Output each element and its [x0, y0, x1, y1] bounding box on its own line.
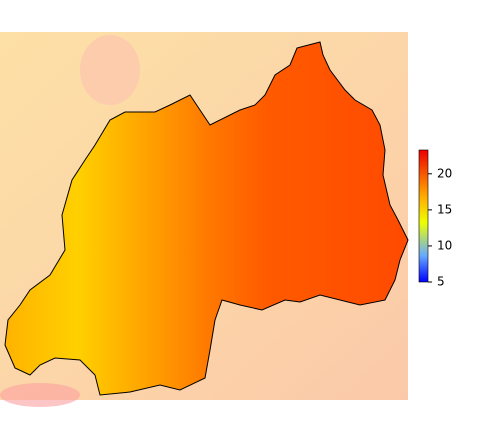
- tick-label: 15: [437, 202, 452, 216]
- raster-patch: [0, 383, 80, 407]
- tick-label: 5: [437, 275, 445, 289]
- raster-patch: [80, 35, 140, 105]
- tick-label: 20: [437, 166, 452, 180]
- color-legend: 5 10 15 20: [418, 149, 452, 289]
- color-bar: [418, 149, 429, 283]
- tick-label: 10: [437, 238, 452, 252]
